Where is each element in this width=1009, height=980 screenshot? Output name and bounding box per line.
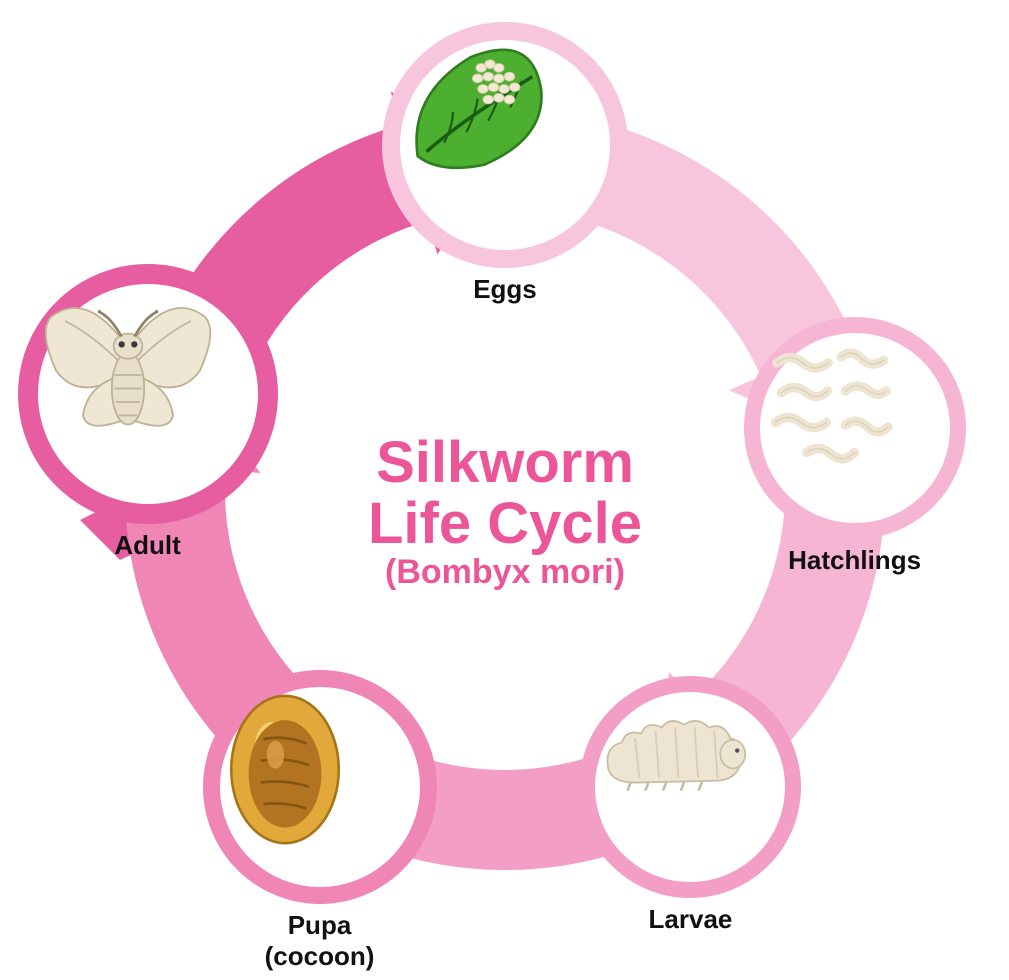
stage-label-pupa: Pupa(cocoon) [193, 910, 447, 972]
stage-label-eggs: Eggs [372, 274, 638, 305]
stage-circle-hatchlings [744, 317, 966, 539]
diagram-stage: Silkworm Life Cycle (Bombyx mori) Eggs Ha… [0, 0, 1009, 980]
stage-circle-adult [18, 264, 278, 524]
title-line-3: (Bombyx mori) [275, 555, 735, 591]
pupa-icon [220, 687, 350, 852]
title-line-1: Silkworm [275, 433, 735, 494]
stage-pupa: Pupa(cocoon) [193, 670, 447, 972]
stage-eggs: Eggs [372, 22, 638, 305]
title-line-2: Life Cycle [275, 494, 735, 555]
stage-larvae: Larvae [569, 676, 811, 935]
hatchlings-icon [760, 333, 905, 478]
eggs-icon [400, 40, 550, 175]
stage-adult: Adult [8, 264, 288, 561]
larvae-icon [595, 692, 755, 802]
stage-circle-eggs [382, 22, 628, 268]
adult-icon [38, 284, 218, 439]
stage-hatchlings: Hatchlings [734, 317, 976, 576]
stage-circle-larvae [579, 676, 801, 898]
stage-label-hatchlings: Hatchlings [734, 545, 976, 576]
stage-sublabel-pupa: (cocoon) [193, 941, 447, 972]
center-title: Silkworm Life Cycle (Bombyx mori) [275, 433, 735, 590]
stage-label-adult: Adult [8, 530, 288, 561]
stage-label-larvae: Larvae [569, 904, 811, 935]
stage-circle-pupa [203, 670, 437, 904]
